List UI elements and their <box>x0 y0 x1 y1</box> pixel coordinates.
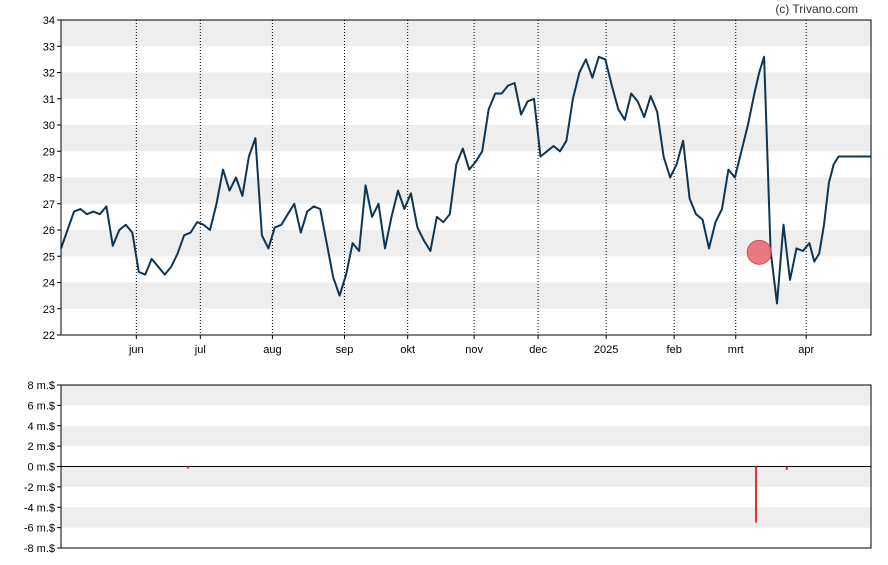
volume-y-tick-label: 0 m.$ <box>27 462 55 474</box>
price-band <box>61 72 871 99</box>
volume-panel: -8 m.$ -6 m.$ -4 m.$ -2 m.$ 0 m.$ 2 m.$ 4 m.$ 6… <box>24 380 872 555</box>
price-band <box>61 46 871 73</box>
price-line <box>60 55 871 305</box>
credit-text: (c) Trivano.com <box>775 2 858 16</box>
volume-grid-bands <box>61 385 871 548</box>
price-x-tick-label: aug <box>263 344 281 356</box>
price-y-tick-label: 25 <box>43 251 55 263</box>
price-band <box>61 256 871 283</box>
volume-y-tick-label: 6 m.$ <box>27 400 55 412</box>
price-x-tick-label: feb <box>667 344 682 356</box>
price-y-tick-label: 31 <box>43 94 55 106</box>
price-x-axis: jun jul aug sep okt nov dec 2025 feb mrt apr <box>128 335 814 356</box>
price-x-tick-label: sep <box>336 344 354 356</box>
price-x-tick-label: nov <box>465 344 483 356</box>
price-band <box>61 177 871 204</box>
volume-y-tick-label: -6 m.$ <box>24 523 55 535</box>
volume-y-tick-label: 8 m.$ <box>27 380 55 392</box>
price-band <box>61 282 871 309</box>
price-y-tick-label: 33 <box>43 41 55 53</box>
price-band <box>61 20 871 47</box>
price-x-tick-label: jul <box>194 344 206 356</box>
volume-band <box>61 466 871 487</box>
price-y-tick-label: 34 <box>43 15 55 27</box>
volume-y-tick-label: -4 m.$ <box>24 502 55 514</box>
volume-y-tick-label: -2 m.$ <box>24 482 55 494</box>
price-x-tick-label: dec <box>529 344 547 356</box>
price-panel: 22 23 24 25 26 27 28 29 30 31 32 33 34 jun jul aug sep o… <box>43 15 872 356</box>
volume-y-tick-label: 2 m.$ <box>27 441 55 453</box>
price-y-tick-label: 30 <box>43 120 55 132</box>
price-y-axis: 22 23 24 25 26 27 28 29 30 31 32 33 34 <box>43 15 61 342</box>
price-y-tick-label: 23 <box>43 304 55 316</box>
price-band <box>61 98 871 125</box>
price-grid-bands <box>61 20 871 335</box>
price-y-tick-label: 26 <box>43 225 55 237</box>
volume-band <box>61 385 871 406</box>
volume-bars <box>187 466 788 523</box>
volume-band <box>61 507 871 528</box>
price-y-tick-label: 22 <box>43 330 55 342</box>
volume-band <box>61 527 871 548</box>
price-x-tick-label: mrt <box>728 344 744 356</box>
price-band <box>61 203 871 230</box>
volume-band <box>61 446 871 467</box>
price-marker <box>746 239 772 265</box>
price-x-tick-label: jun <box>128 344 144 356</box>
price-y-tick-label: 24 <box>43 278 55 290</box>
volume-band <box>61 486 871 508</box>
price-x-tick-label: okt <box>400 344 415 356</box>
price-y-tick-label: 32 <box>43 68 55 80</box>
price-y-tick-label: 27 <box>43 199 55 211</box>
price-y-tick-label: 28 <box>43 173 55 185</box>
price-band <box>61 308 871 335</box>
price-frame <box>60 19 872 336</box>
price-y-tick-label: 29 <box>43 146 55 158</box>
price-x-tick-label: apr <box>798 344 814 356</box>
volume-frame <box>60 384 872 549</box>
volume-y-tick-label: -8 m.$ <box>24 543 55 555</box>
volume-y-axis: -8 m.$ -6 m.$ -4 m.$ -2 m.$ 0 m.$ 2 m.$ 4 m.$ 6… <box>24 380 61 555</box>
price-x-tick-label: 2025 <box>594 344 618 356</box>
volume-y-tick-label: 4 m.$ <box>27 421 55 433</box>
volume-band <box>61 405 871 426</box>
volume-band <box>61 425 871 447</box>
price-band <box>61 125 871 152</box>
price-band <box>61 151 871 178</box>
